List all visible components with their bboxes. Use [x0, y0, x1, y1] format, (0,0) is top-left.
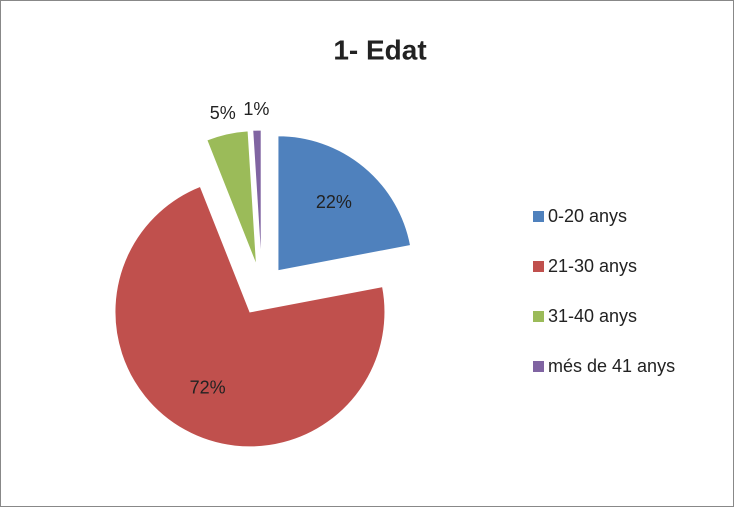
- chart-title: 1- Edat: [333, 34, 426, 65]
- legend-label: 0-20 anys: [548, 206, 627, 226]
- data-label: 72%: [190, 378, 226, 398]
- legend-label: 31-40 anys: [548, 306, 637, 326]
- pie-slice: [206, 130, 258, 266]
- legend-swatch: [533, 261, 544, 272]
- pie-slice: [252, 129, 262, 266]
- data-label: 1%: [243, 99, 269, 119]
- legend-label: més de 41 anys: [548, 356, 675, 376]
- legend-swatch: [533, 311, 544, 322]
- data-label: 22%: [316, 192, 352, 212]
- pie-slice: [277, 135, 412, 272]
- data-label: 5%: [210, 103, 236, 123]
- legend-label: 21-30 anys: [548, 256, 637, 276]
- legend-swatch: [533, 361, 544, 372]
- legend-swatch: [533, 211, 544, 222]
- pie-slice: [114, 185, 386, 448]
